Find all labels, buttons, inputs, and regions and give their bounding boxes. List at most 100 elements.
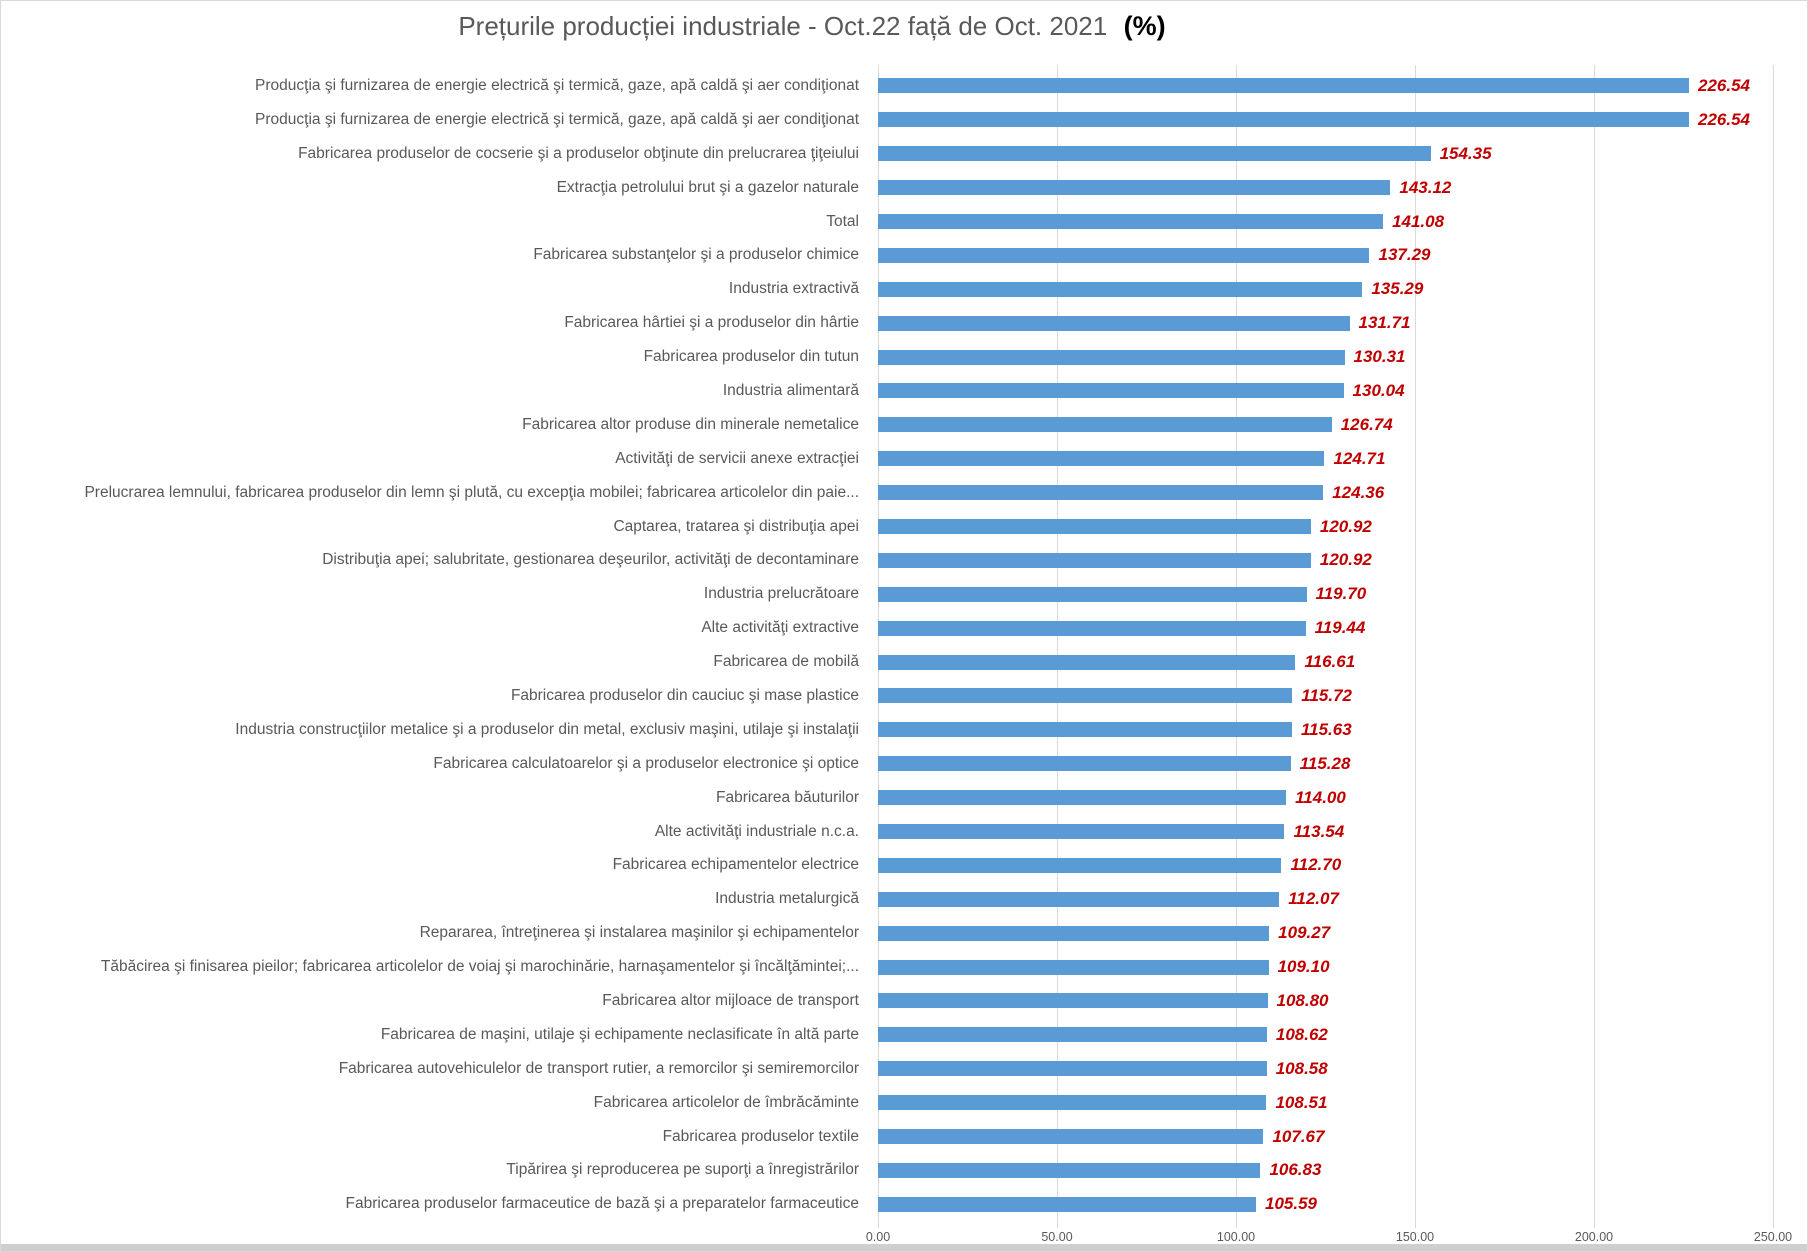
bar-row: Extracţia petrolului brut şi a gazelor n…: [1, 171, 1807, 205]
bar: [878, 722, 1292, 738]
bar: [878, 824, 1285, 840]
value-label: 109.27: [1278, 923, 1331, 943]
category-label: Fabricarea produselor textile: [662, 1127, 859, 1145]
value-label: 119.70: [1315, 584, 1367, 604]
gridline: [1415, 65, 1416, 1228]
category-label: Fabricarea autovehiculelor de transport …: [338, 1059, 859, 1077]
bar-row: Industria extractivă 135.29: [1, 272, 1807, 306]
category-label: Fabricarea produselor din cauciuc şi mas…: [510, 686, 859, 704]
bar: [878, 417, 1332, 433]
bar: [878, 214, 1384, 229]
bar-row: Activităţi de servicii anexe extracţiei 1…: [1, 442, 1807, 476]
x-axis-tick-label: 0.00: [865, 1230, 891, 1244]
bar-row: Prelucrarea lemnului, fabricarea produse…: [1, 476, 1807, 510]
bar-row: Total 141.08: [1, 205, 1807, 239]
bar: [878, 586, 1307, 602]
bar-row: Repararea, întreţinerea şi instalarea ma…: [1, 916, 1807, 950]
bar-row: Fabricarea de mobilă 116.61: [1, 645, 1807, 679]
category-label: Captarea, tratarea şi distribuţia apei: [613, 517, 859, 535]
category-label: Fabricarea articolelor de îmbrăcăminte: [593, 1093, 859, 1111]
bar-row: Fabricarea calculatoarelor şi a produsel…: [1, 747, 1807, 781]
value-label: 130.04: [1352, 380, 1405, 400]
value-label: 112.07: [1288, 889, 1339, 909]
bar-row: Fabricarea de maşini, utilaje şi echipam…: [1, 1018, 1807, 1052]
x-axis: 0.00 50.00 100.00 150.00 200.00 250.00: [1, 1230, 1807, 1248]
chart-title-inner: Prețurile producției industriale - Oct.2…: [458, 11, 1165, 42]
bar-row: Fabricarea autovehiculelor de transport …: [1, 1052, 1807, 1086]
bar: [878, 315, 1350, 331]
bar: [878, 78, 1689, 94]
category-label: Tăbăcirea şi finisarea pieilor; fabricar…: [100, 958, 859, 976]
category-label: Industria alimentară: [722, 381, 859, 399]
value-label: 126.74: [1340, 414, 1393, 434]
bar-row: Fabricarea produselor din cauciuc şi mas…: [1, 679, 1807, 713]
value-label: 226.54: [1698, 75, 1750, 95]
value-label: 106.83: [1269, 1160, 1322, 1180]
category-label: Fabricarea substanţelor şi a produselor …: [533, 246, 859, 264]
x-axis-tick-label: 150.00: [1395, 1230, 1435, 1244]
category-label: Producţia şi furnizarea de energie elect…: [255, 110, 859, 128]
category-label: Fabricarea altor produse din minerale ne…: [522, 415, 859, 433]
bar: [878, 383, 1344, 399]
bar: [878, 485, 1324, 501]
bar-row: Fabricarea echipamentelor electrice 112.7…: [1, 848, 1807, 882]
category-label: Activităţi de servicii anexe extracţiei: [615, 449, 859, 467]
bar: [878, 451, 1325, 467]
bar: [878, 519, 1311, 535]
value-label: 112.70: [1290, 855, 1342, 875]
bar-row: Captarea, tratarea şi distribuţia apei 12…: [1, 510, 1807, 544]
bar-row: Producţia şi furnizarea de energie elect…: [1, 103, 1807, 137]
category-label: Industria extractivă: [728, 280, 859, 298]
value-label: 115.28: [1299, 753, 1351, 773]
category-label: Alte activităţi industriale n.c.a.: [654, 822, 859, 840]
value-label: 108.80: [1276, 990, 1329, 1010]
value-label: 105.59: [1265, 1194, 1317, 1214]
value-label: 108.58: [1275, 1058, 1328, 1078]
bar: [878, 1027, 1267, 1043]
category-label: Alte activităţi extractive: [701, 619, 859, 637]
chart-title: Prețurile producției industriale - Oct.2…: [1, 11, 1807, 42]
category-label: Producţia şi furnizarea de energie elect…: [255, 76, 859, 94]
bar-row: Industria construcţiilor metalice şi a p…: [1, 713, 1807, 747]
value-label: 114.00: [1295, 787, 1346, 807]
category-label: Fabricarea altor mijloace de transport: [602, 991, 859, 1009]
category-label: Tipărirea şi reproducerea pe suporţi a î…: [506, 1161, 859, 1179]
bar-row: Industria metalurgică 112.07: [1, 882, 1807, 916]
bar: [878, 180, 1391, 196]
gridline: [1057, 65, 1058, 1228]
bars-area: Producţia şi furnizarea de energie elect…: [1, 69, 1807, 1221]
bar: [878, 1162, 1261, 1178]
bar: [878, 281, 1363, 297]
category-label: Repararea, întreţinerea şi instalarea ma…: [419, 924, 859, 942]
chart-title-percent: (%): [1123, 11, 1166, 41]
bar-row: Tipărirea şi reproducerea pe suporţi a î…: [1, 1154, 1807, 1188]
bar: [878, 349, 1345, 365]
value-label: 143.12: [1399, 177, 1452, 197]
category-label: Fabricarea echipamentelor electrice: [612, 856, 859, 874]
gridline: [878, 65, 879, 1228]
bar-row: Fabricarea altor mijloace de transport 10…: [1, 984, 1807, 1018]
bar-row: Fabricarea hârtiei şi a produselor din h…: [1, 306, 1807, 340]
bar: [878, 891, 1280, 907]
value-label: 109.10: [1277, 957, 1330, 977]
value-label: 107.67: [1272, 1126, 1325, 1146]
bar-row: Fabricarea produselor farmaceutice de ba…: [1, 1187, 1807, 1221]
value-label: 131.71: [1358, 313, 1411, 333]
bar: [878, 959, 1269, 975]
bar-row: Fabricarea substanţelor şi a produselor …: [1, 238, 1807, 272]
category-label: Fabricarea de mobilă: [713, 653, 859, 671]
gridline: [1594, 65, 1595, 1228]
bar: [878, 620, 1306, 636]
x-axis-tick-label: 100.00: [1216, 1230, 1256, 1244]
value-label: 226.54: [1698, 109, 1750, 129]
value-label: 135.29: [1371, 279, 1424, 299]
value-label: 119.44: [1314, 618, 1366, 638]
bar-row: Fabricarea produselor de cocserie şi a p…: [1, 137, 1807, 171]
bar-row: Fabricarea articolelor de îmbrăcăminte 10…: [1, 1086, 1807, 1120]
bar: [878, 1196, 1256, 1212]
value-label: 115.72: [1301, 685, 1352, 705]
bar: [878, 1095, 1267, 1111]
bar: [878, 112, 1689, 128]
value-label: 124.71: [1333, 448, 1386, 468]
chart-title-text: Prețurile producției industriale - Oct.2…: [458, 11, 1108, 41]
